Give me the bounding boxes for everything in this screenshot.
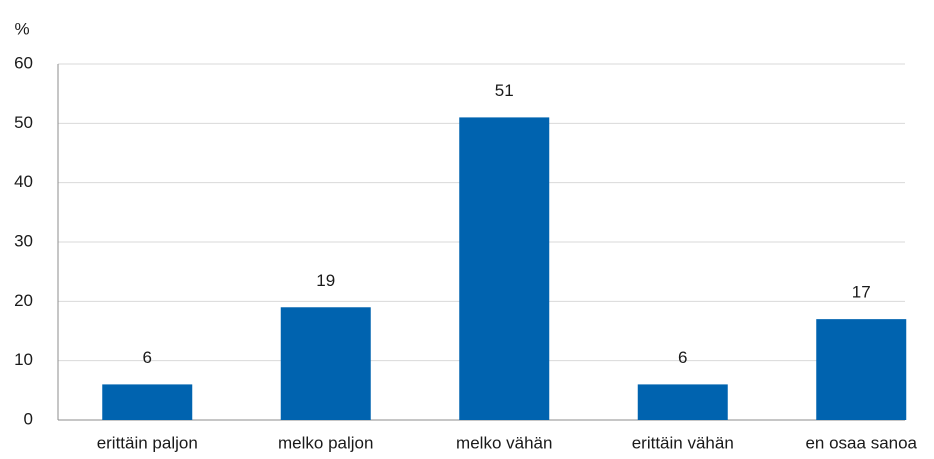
y-tick-label: 30 xyxy=(14,231,33,250)
bar xyxy=(102,384,193,420)
y-tick-label: 10 xyxy=(14,350,33,369)
y-tick-label: 50 xyxy=(14,113,33,132)
data-label: 51 xyxy=(495,81,514,100)
x-tick-label: en osaa sanoa xyxy=(805,433,917,452)
x-tick-label: melko vähän xyxy=(456,433,552,452)
data-label: 6 xyxy=(143,348,152,367)
bar xyxy=(816,319,907,420)
x-tick-label: erittäin vähän xyxy=(632,433,734,452)
y-tick-label: 40 xyxy=(14,172,33,191)
x-tick-label: erittäin paljon xyxy=(97,433,198,452)
data-label: 17 xyxy=(852,283,871,302)
bar xyxy=(280,307,371,420)
y-tick-label: 20 xyxy=(14,291,33,310)
y-tick-label: 60 xyxy=(14,53,33,72)
y-tick-label: 0 xyxy=(24,409,33,428)
data-label: 19 xyxy=(316,271,335,290)
bar xyxy=(459,117,550,421)
y-axis-label: % xyxy=(14,19,29,38)
data-label: 6 xyxy=(678,348,687,367)
x-tick-label: melko paljon xyxy=(278,433,373,452)
bar xyxy=(637,384,728,420)
